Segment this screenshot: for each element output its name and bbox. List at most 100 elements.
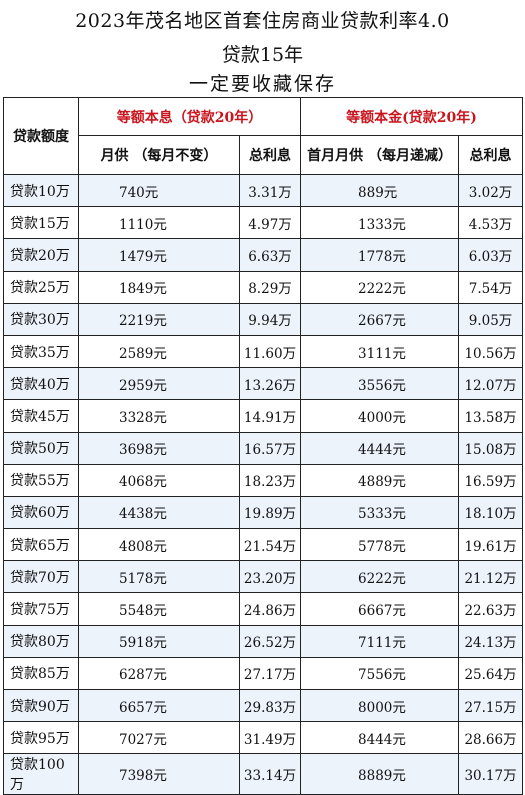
cell-loan-amount: 贷款45万 [3, 399, 79, 433]
cell-loan-amount: 贷款50万 [3, 431, 79, 465]
header-total-interest-2: 总利息 [458, 135, 524, 175]
cell-loan-amount: 贷款95万 [3, 721, 79, 755]
cell-monthly-payment: 6287元 [78, 656, 240, 691]
header-equal-interest-group: 等额本息（贷款20年） [77, 97, 302, 136]
cell-loan-amount: 贷款85万 [3, 656, 79, 691]
cell-total-interest-equal-principal: 16.59万 [458, 463, 524, 497]
table-row: 贷款40万 2959元 13.26万 3556元 12.07万 [3, 367, 524, 401]
cell-monthly-payment: 3698元 [78, 431, 240, 465]
cell-total-interest-equal-interest: 4.97万 [238, 206, 302, 240]
table-row: 贷款55万 4068元 18.23万 4889元 16.59万 [3, 463, 524, 497]
cell-total-interest-equal-principal: 9.05万 [458, 302, 524, 336]
table-row: 贷款80万 5918元 26.52万 7111元 24.13万 [3, 624, 524, 658]
cell-total-interest-equal-principal: 25.64万 [458, 656, 524, 691]
table-row: 贷款60万 4438元 19.89万 5333元 18.10万 [3, 495, 524, 530]
cell-loan-amount: 贷款80万 [3, 624, 79, 658]
table-row: 贷款35万 2589元 11.60万 3111元 10.56万 [3, 334, 524, 369]
cell-first-month-payment: 3556元 [300, 367, 460, 401]
cell-first-month-payment: 2222元 [300, 270, 460, 304]
header-monthly-fixed: 月供 （每月不变） [78, 135, 240, 175]
cell-first-month-payment: 2667元 [300, 302, 460, 336]
cell-total-interest-equal-interest: 18.23万 [238, 463, 302, 497]
cell-loan-amount: 贷款30万 [3, 302, 79, 336]
cell-loan-amount: 贷款10万 [3, 173, 79, 208]
table-row: 贷款70万 5178元 23.20万 6222元 21.12万 [3, 560, 524, 594]
cell-first-month-payment: 1778元 [300, 238, 460, 272]
header-total-interest-1: 总利息 [238, 135, 302, 175]
cell-total-interest-equal-interest: 19.89万 [238, 495, 302, 530]
cell-total-interest-equal-interest: 31.49万 [238, 721, 302, 755]
table-row: 贷款65万 4808元 21.54万 5778元 19.61万 [3, 528, 524, 562]
header-loan-amount: 贷款额度 [3, 97, 79, 175]
header-first-month-payment: 首月月供 （每月递减） [300, 135, 460, 175]
cell-first-month-payment: 7111元 [300, 624, 460, 658]
cell-loan-amount: 贷款60万 [3, 495, 79, 530]
cell-loan-amount: 贷款90万 [3, 688, 79, 723]
header-equal-principal-group: 等额本金(贷款20年) [300, 97, 524, 136]
table-row: 贷款10万 740元 3.31万 889元 3.02万 [3, 173, 524, 208]
cell-total-interest-equal-interest: 9.94万 [238, 302, 302, 336]
cell-first-month-payment: 5778元 [300, 528, 460, 562]
table-row: 贷款45万 3328元 14.91万 4000元 13.58万 [3, 399, 524, 433]
cell-total-interest-equal-interest: 6.63万 [238, 238, 302, 272]
table-row: 贷款50万 3698元 16.57万 4444元 15.08万 [3, 431, 524, 465]
cell-first-month-payment: 4000元 [300, 399, 460, 433]
cell-loan-amount: 贷款15万 [3, 206, 79, 240]
cell-loan-amount: 贷款100万 [3, 753, 79, 795]
cell-monthly-payment: 7398元 [78, 753, 240, 795]
table-row: 贷款85万 6287元 27.17万 7556元 25.64万 [3, 656, 524, 691]
table-row: 贷款20万 1479元 6.63万 1778元 6.03万 [3, 238, 524, 272]
cell-monthly-payment: 1479元 [78, 238, 240, 272]
cell-total-interest-equal-principal: 13.58万 [458, 399, 524, 433]
cell-total-interest-equal-interest: 21.54万 [238, 528, 302, 562]
table-row: 贷款95万 7027元 31.49万 8444元 28.66万 [3, 721, 524, 755]
cell-monthly-payment: 3328元 [78, 399, 240, 433]
cell-first-month-payment: 5333元 [300, 495, 460, 530]
cell-total-interest-equal-interest: 16.57万 [238, 431, 302, 465]
cell-loan-amount: 贷款35万 [3, 334, 79, 369]
cell-total-interest-equal-principal: 15.08万 [458, 431, 524, 465]
cell-loan-amount: 贷款55万 [3, 463, 79, 497]
table-row: 贷款25万 1849元 8.29万 2222元 7.54万 [3, 270, 524, 304]
table-row: 贷款100万 7398元 33.14万 8889元 30.17万 [3, 753, 524, 795]
cell-monthly-payment: 7027元 [78, 721, 240, 755]
cell-total-interest-equal-principal: 28.66万 [458, 721, 524, 755]
cell-first-month-payment: 8889元 [300, 753, 460, 795]
cell-monthly-payment: 2219元 [78, 302, 240, 336]
cell-monthly-payment: 1849元 [78, 270, 240, 304]
cell-total-interest-equal-principal: 24.13万 [458, 624, 524, 658]
cell-total-interest-equal-interest: 13.26万 [238, 367, 302, 401]
cell-total-interest-equal-interest: 26.52万 [238, 624, 302, 658]
title-block: 2023年茂名地区首套住房商业贷款利率4.0 贷款15年 一定要收藏保存 [0, 0, 525, 97]
cell-loan-amount: 贷款25万 [3, 270, 79, 304]
cell-loan-amount: 贷款70万 [3, 560, 79, 594]
cell-monthly-payment: 6657元 [78, 688, 240, 723]
cell-total-interest-equal-principal: 18.10万 [458, 495, 524, 530]
cell-total-interest-equal-interest: 23.20万 [238, 560, 302, 594]
cell-total-interest-equal-principal: 6.03万 [458, 238, 524, 272]
cell-first-month-payment: 6667元 [300, 592, 460, 626]
table-row: 贷款75万 5548元 24.86万 6667元 22.63万 [3, 592, 524, 626]
cell-total-interest-equal-principal: 27.15万 [458, 688, 524, 723]
cell-monthly-payment: 5548元 [78, 592, 240, 626]
cell-loan-amount: 贷款65万 [3, 528, 79, 562]
cell-total-interest-equal-principal: 12.07万 [458, 367, 524, 401]
cell-total-interest-equal-principal: 10.56万 [458, 334, 524, 369]
cell-total-interest-equal-interest: 8.29万 [238, 270, 302, 304]
cell-loan-amount: 贷款40万 [3, 367, 79, 401]
cell-first-month-payment: 8444元 [300, 721, 460, 755]
save-reminder-subtitle: 一定要收藏保存 [188, 73, 336, 95]
cell-total-interest-equal-principal: 7.54万 [458, 270, 524, 304]
cell-total-interest-equal-interest: 27.17万 [238, 656, 302, 691]
cell-monthly-payment: 4068元 [78, 463, 240, 497]
cell-total-interest-equal-principal: 22.63万 [458, 592, 524, 626]
cell-first-month-payment: 8000元 [300, 688, 460, 723]
cell-total-interest-equal-interest: 3.31万 [238, 173, 302, 208]
cell-total-interest-equal-interest: 24.86万 [238, 592, 302, 626]
cell-total-interest-equal-interest: 33.14万 [238, 753, 302, 795]
cell-monthly-payment: 5918元 [78, 624, 240, 658]
cell-total-interest-equal-interest: 29.83万 [238, 688, 302, 723]
cell-monthly-payment: 740元 [78, 173, 240, 208]
cell-total-interest-equal-principal: 30.17万 [458, 753, 524, 795]
cell-monthly-payment: 2959元 [78, 367, 240, 401]
